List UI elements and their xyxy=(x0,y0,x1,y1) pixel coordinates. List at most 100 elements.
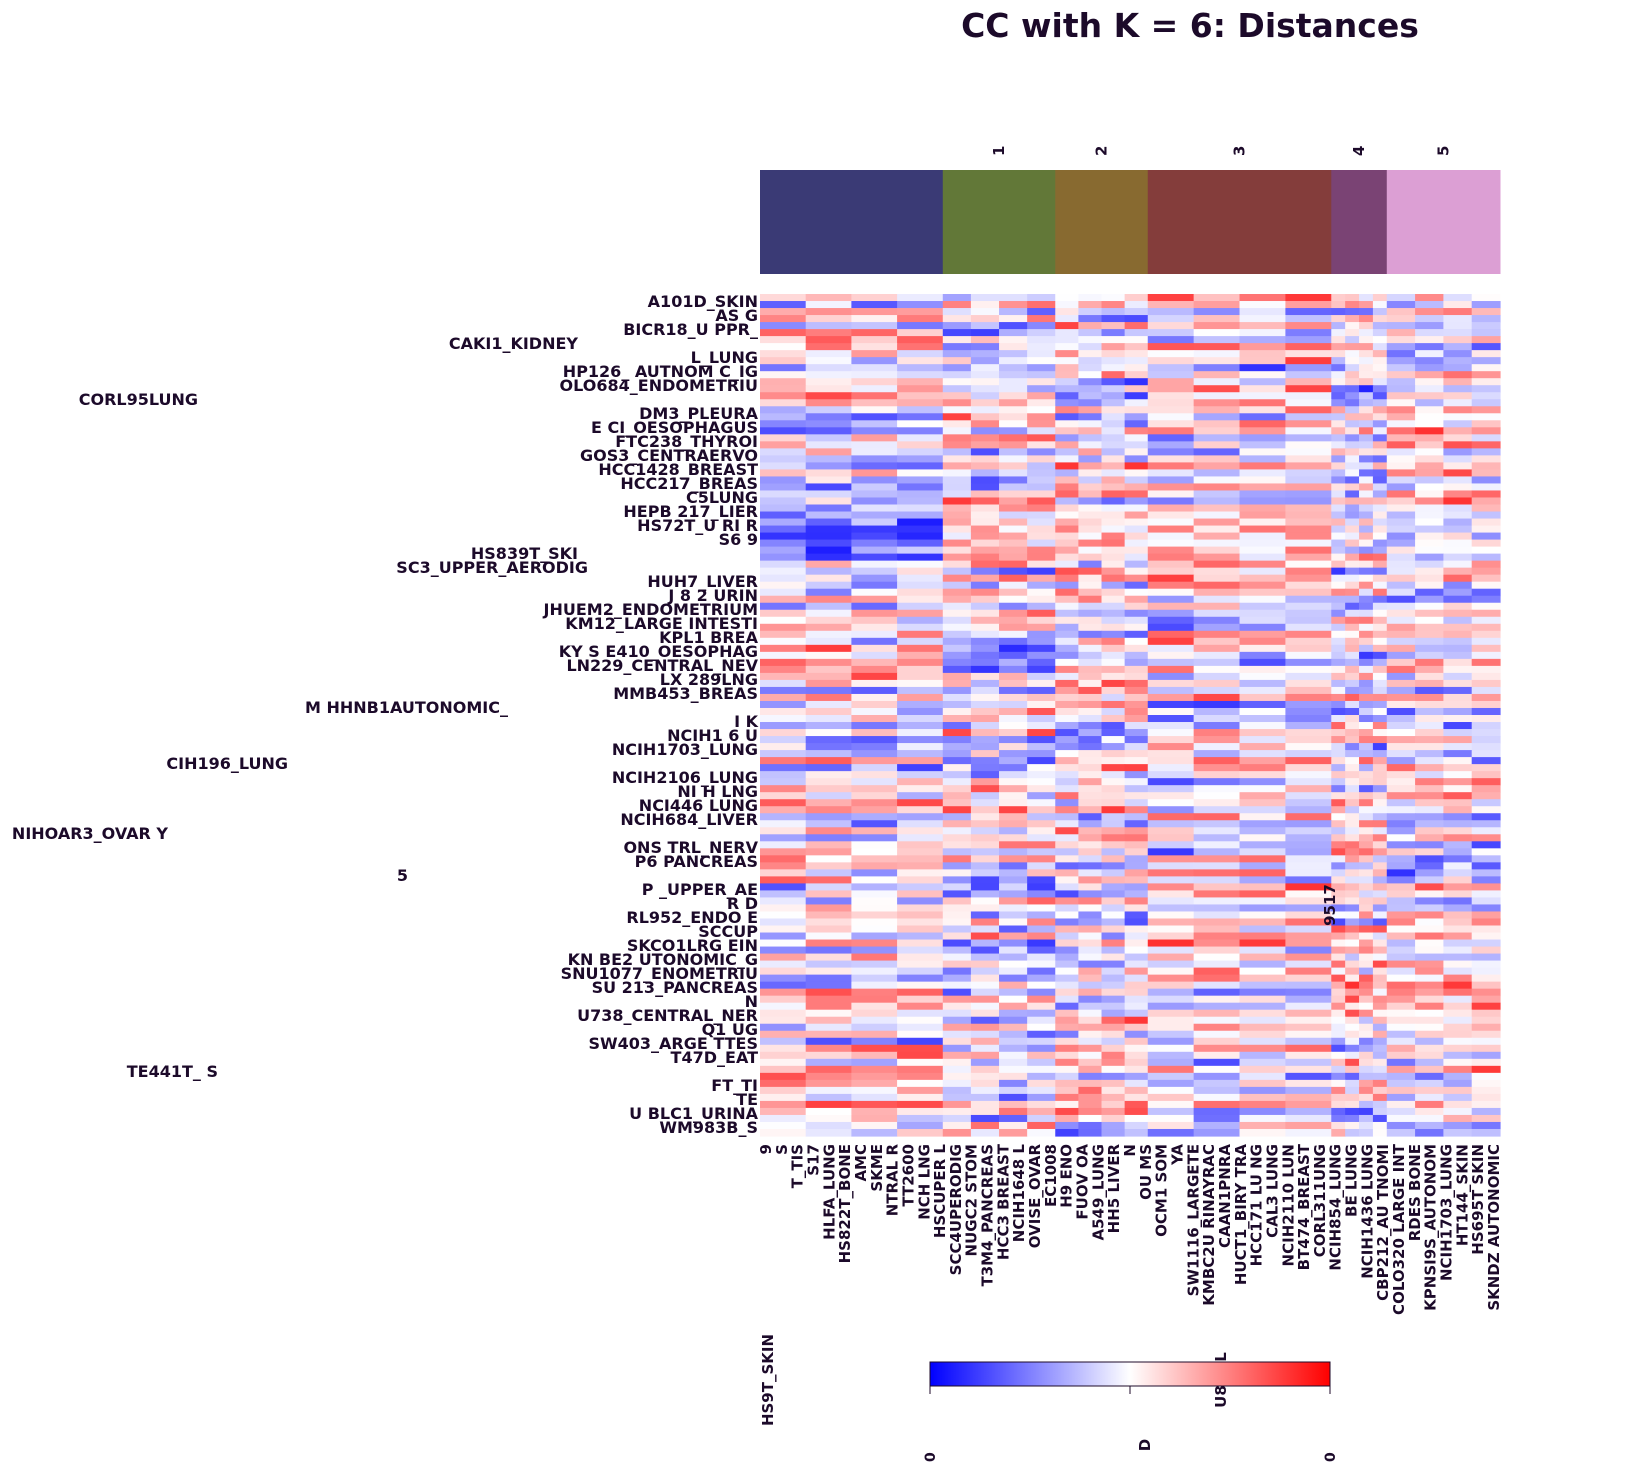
heatmap-cell xyxy=(1359,792,1374,800)
heatmap-cell xyxy=(1193,539,1241,548)
heatmap-cell xyxy=(970,1086,1000,1095)
heatmap-cell xyxy=(897,448,944,456)
heatmap-cell xyxy=(1443,322,1473,330)
heatmap-cell xyxy=(897,1086,944,1095)
row-label: TE441T_ S xyxy=(127,1062,218,1081)
heatmap-cell xyxy=(1331,455,1346,463)
heatmap-cell xyxy=(1055,623,1079,632)
heatmap-cell xyxy=(942,441,972,449)
heatmap-cell xyxy=(1471,1107,1501,1116)
heatmap-cell xyxy=(1443,848,1473,856)
heatmap-cell xyxy=(1443,1114,1473,1123)
heatmap-cell xyxy=(1239,434,1286,442)
heatmap-cell xyxy=(1345,427,1360,435)
heatmap-cell xyxy=(1285,350,1332,358)
heatmap-cell xyxy=(851,567,898,576)
heatmap-cell xyxy=(760,813,807,821)
heatmap-cell xyxy=(897,918,944,927)
cluster-bar xyxy=(760,170,1501,274)
heatmap-cell xyxy=(1055,483,1079,492)
column-label: T3M4_PANCREAS xyxy=(979,1144,997,1287)
heatmap-cell xyxy=(942,750,972,758)
heatmap-cell xyxy=(1331,757,1346,765)
heatmap-cell xyxy=(1372,420,1388,428)
heatmap-cell xyxy=(1331,511,1346,520)
heatmap-cell xyxy=(1055,1093,1079,1102)
heatmap-cell xyxy=(1147,623,1195,632)
heatmap-cell xyxy=(1101,806,1126,814)
heatmap-cell xyxy=(999,308,1028,316)
heatmap-cell xyxy=(1193,322,1241,330)
heatmap-cell xyxy=(1147,1016,1195,1025)
heatmap-cell xyxy=(1359,413,1374,421)
heatmap-cell xyxy=(805,567,852,576)
heatmap-cell xyxy=(1124,399,1149,407)
heatmap-cell xyxy=(1359,420,1374,428)
heatmap-cell xyxy=(999,441,1028,449)
heatmap-cell xyxy=(805,658,852,667)
heatmap-cell xyxy=(1443,546,1473,555)
heatmap-cell xyxy=(942,960,972,969)
row-label: J 8 2 URIN xyxy=(667,586,758,605)
heatmap-cell xyxy=(1285,623,1332,632)
heatmap-cell xyxy=(1471,294,1501,302)
heatmap-cell xyxy=(1027,988,1056,997)
heatmap-cell xyxy=(1443,974,1473,983)
heatmap-cell xyxy=(1443,757,1473,765)
heatmap-cell xyxy=(1345,757,1360,765)
heatmap-cell xyxy=(851,574,898,583)
heatmap-cell xyxy=(1124,848,1149,856)
heatmap-cell xyxy=(1345,967,1360,976)
heatmap-cell xyxy=(1078,581,1103,590)
heatmap-cell xyxy=(1443,665,1473,674)
heatmap-cell xyxy=(760,441,807,449)
heatmap-cell xyxy=(897,623,944,632)
stray-label: HS9T_SKIN xyxy=(759,1334,777,1426)
heatmap-cell xyxy=(851,1100,898,1109)
heatmap-cell xyxy=(1078,546,1103,555)
heatmap-cell xyxy=(1101,883,1126,892)
heatmap-cell xyxy=(942,1030,972,1039)
heatmap-cell xyxy=(1147,427,1195,435)
heatmap-cell xyxy=(1372,799,1388,807)
heatmap-cell xyxy=(1386,967,1416,976)
heatmap-cell xyxy=(1239,357,1286,365)
heatmap-cell xyxy=(1443,960,1473,969)
heatmap-cell xyxy=(970,848,1000,856)
heatmap-cell xyxy=(970,876,1000,884)
heatmap-cell xyxy=(1345,651,1360,660)
heatmap-cell xyxy=(851,974,898,983)
heatmap-cell xyxy=(999,336,1028,344)
heatmap-cell xyxy=(1101,904,1126,913)
heatmap-cell xyxy=(1443,1016,1473,1025)
heatmap-cell xyxy=(1239,350,1286,358)
heatmap-cell xyxy=(1239,771,1286,779)
heatmap-cell xyxy=(1285,841,1332,849)
heatmap-cell xyxy=(1124,1044,1149,1053)
heatmap-cell xyxy=(970,448,1000,456)
heatmap-cell xyxy=(760,1121,807,1130)
heatmap-cell xyxy=(1101,406,1126,414)
heatmap-cell xyxy=(1193,932,1241,941)
heatmap-cell xyxy=(1101,399,1126,407)
heatmap-cell xyxy=(1147,616,1195,625)
heatmap-cell xyxy=(970,918,1000,927)
heatmap-cell xyxy=(1027,1093,1056,1102)
heatmap-cell xyxy=(1078,427,1103,435)
heatmap-cell xyxy=(1372,511,1388,520)
heatmap-cell xyxy=(1359,560,1374,569)
heatmap-cell xyxy=(1285,1065,1332,1074)
heatmap-cell xyxy=(1372,883,1388,892)
heatmap-cell xyxy=(1147,1114,1195,1123)
heatmap-cell xyxy=(1078,511,1103,520)
heatmap-cell xyxy=(1239,806,1286,814)
heatmap-cell xyxy=(897,1107,944,1116)
heatmap-cell xyxy=(1101,616,1126,625)
heatmap-cell xyxy=(942,329,972,337)
heatmap-cell xyxy=(1239,743,1286,751)
heatmap-cell xyxy=(1415,799,1444,807)
heatmap-cell xyxy=(1359,974,1374,983)
heatmap-cell xyxy=(1386,946,1416,955)
heatmap-cell xyxy=(1415,995,1444,1004)
heatmap-cell xyxy=(897,609,944,618)
